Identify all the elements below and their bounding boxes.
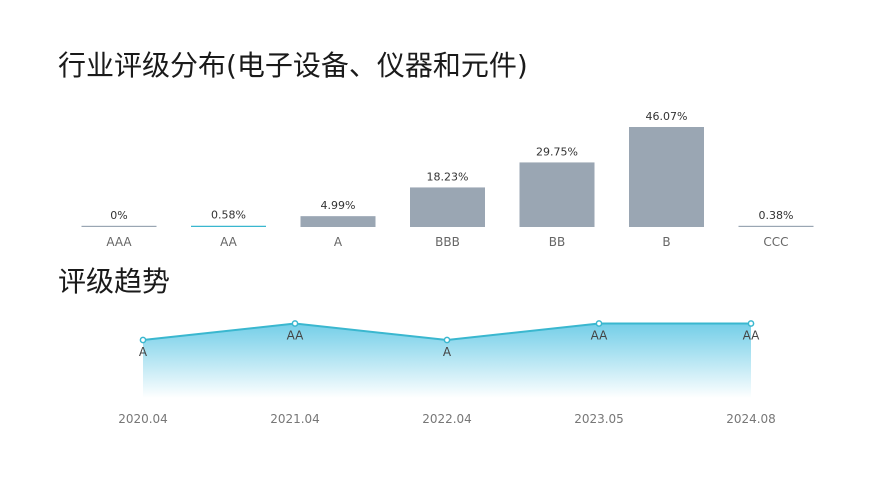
- bar-BBB: [410, 187, 485, 227]
- trend-point-label: AA: [743, 329, 761, 343]
- bar-value-label: 4.99%: [321, 199, 356, 212]
- bar-AAA: [81, 225, 157, 227]
- trend-point-label: AA: [591, 329, 609, 343]
- bar-A: [300, 216, 376, 227]
- bar-value-label: 0.58%: [211, 209, 246, 222]
- trend-date-label: 2020.04: [118, 412, 168, 426]
- bar-category-label: AAA: [106, 235, 132, 249]
- bar-B: [629, 127, 704, 227]
- trend-date-label: 2021.04: [270, 412, 320, 426]
- trend-point: [747, 320, 755, 327]
- bar-value-label: 18.23%: [427, 170, 469, 183]
- bar-CCC: [738, 225, 814, 227]
- bar-BB: [519, 162, 595, 227]
- bar-category-label: A: [334, 235, 343, 249]
- trend-date-label: 2022.04: [422, 412, 472, 426]
- distribution-bar-chart: 0% AAA 0.58% AA 4.99% A 18.23% BBB 29.75% BB 46.07…: [81, 110, 814, 249]
- trend-area-chart: A 2020.04 AA 2021.04 A 2022.04 AA 2023.05 AA 2024…: [118, 320, 776, 426]
- bar-value-label: 0%: [110, 209, 127, 222]
- bar-value-label: 0.38%: [759, 209, 794, 222]
- bar-category-label: BBB: [435, 235, 460, 249]
- trend-area: [143, 323, 751, 398]
- bar-value-label: 29.75%: [536, 145, 578, 158]
- trend-point: [443, 336, 451, 344]
- bar-category-label: BB: [549, 235, 565, 249]
- distribution-title: 行业评级分布(电子设备、仪器和元件): [58, 49, 528, 82]
- trend-point: [291, 320, 299, 327]
- trend-point-label: A: [139, 345, 148, 359]
- trend-title: 评级趋势: [58, 265, 171, 298]
- bar-AA: [191, 225, 266, 227]
- trend-date-label: 2023.05: [574, 412, 624, 426]
- bar-category-label: CCC: [763, 235, 788, 249]
- bar-category-label: B: [662, 235, 670, 249]
- bar-category-label: AA: [220, 235, 238, 249]
- trend-point: [139, 336, 147, 344]
- trend-date-label: 2024.08: [726, 412, 776, 426]
- trend-point-label: AA: [287, 329, 305, 343]
- trend-point-label: A: [443, 345, 452, 359]
- bar-value-label: 46.07%: [646, 110, 688, 123]
- trend-point: [595, 320, 603, 327]
